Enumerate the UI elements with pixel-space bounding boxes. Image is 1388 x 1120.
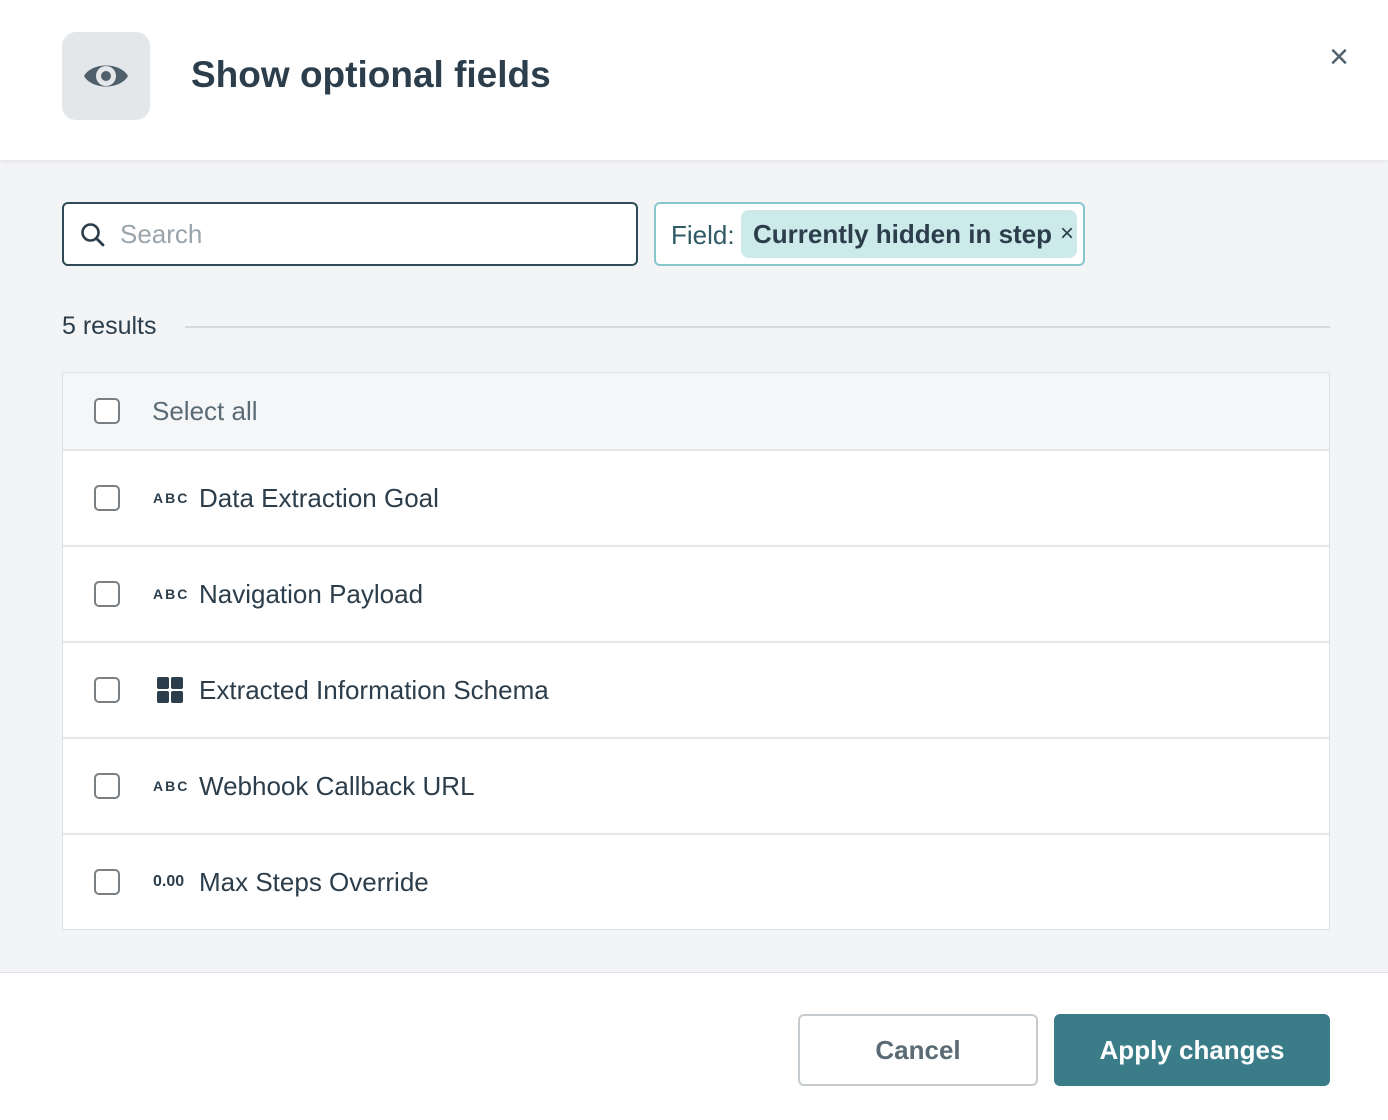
field-label: Webhook Callback URL: [199, 770, 475, 801]
list-item[interactable]: ABC Navigation Payload: [63, 545, 1329, 641]
list-item[interactable]: Extracted Information Schema: [63, 641, 1329, 737]
filter-chip-label: Currently hidden in step: [753, 218, 1053, 249]
select-all-checkbox[interactable]: [94, 398, 120, 424]
text-type-icon: ABC: [153, 778, 190, 794]
search-icon: [81, 223, 105, 247]
search-input[interactable]: [120, 216, 620, 252]
dialog-header: Show optional fields ×: [0, 0, 1388, 160]
text-type-icon: ABC: [153, 586, 190, 602]
checkbox[interactable]: [94, 485, 120, 511]
list-item[interactable]: ABC Webhook Callback URL: [63, 737, 1329, 833]
field-filter[interactable]: Field: Currently hidden in step ×: [654, 202, 1085, 266]
select-all-row[interactable]: Select all: [63, 373, 1329, 449]
number-type-icon: 0.00: [153, 873, 185, 890]
cancel-button[interactable]: Cancel: [798, 1014, 1038, 1086]
checkbox[interactable]: [94, 677, 120, 703]
filter-chip[interactable]: Currently hidden in step ×: [741, 210, 1077, 258]
field-label: Max Steps Override: [199, 866, 429, 897]
field-label: Data Extraction Goal: [199, 482, 439, 513]
text-type-icon: ABC: [153, 490, 190, 506]
field-list: Select all ABC Data Extraction Goal ABC …: [62, 372, 1330, 930]
apply-changes-button[interactable]: Apply changes: [1054, 1014, 1330, 1086]
checkbox[interactable]: [94, 773, 120, 799]
select-all-label: Select all: [152, 395, 258, 426]
search-field[interactable]: [62, 202, 638, 266]
field-label: Extracted Information Schema: [199, 674, 549, 705]
filter-label: Field:: [671, 220, 735, 250]
checkbox[interactable]: [94, 581, 120, 607]
divider: [185, 326, 1330, 328]
checkbox[interactable]: [94, 869, 120, 895]
dialog-title: Show optional fields: [191, 54, 551, 95]
dialog-body: Field: Currently hidden in step × 5 resu…: [0, 160, 1388, 973]
eye-icon: [62, 32, 150, 120]
grid-type-icon: [157, 677, 193, 706]
list-item[interactable]: 0.00 Max Steps Override: [63, 833, 1329, 929]
dialog-footer: Cancel Apply changes: [0, 974, 1388, 1120]
field-label: Navigation Payload: [199, 578, 424, 609]
close-icon[interactable]: ×: [1329, 38, 1349, 76]
results-count: 5 results: [62, 312, 157, 340]
remove-filter-icon[interactable]: ×: [1060, 220, 1075, 247]
list-item[interactable]: ABC Data Extraction Goal: [63, 449, 1329, 545]
